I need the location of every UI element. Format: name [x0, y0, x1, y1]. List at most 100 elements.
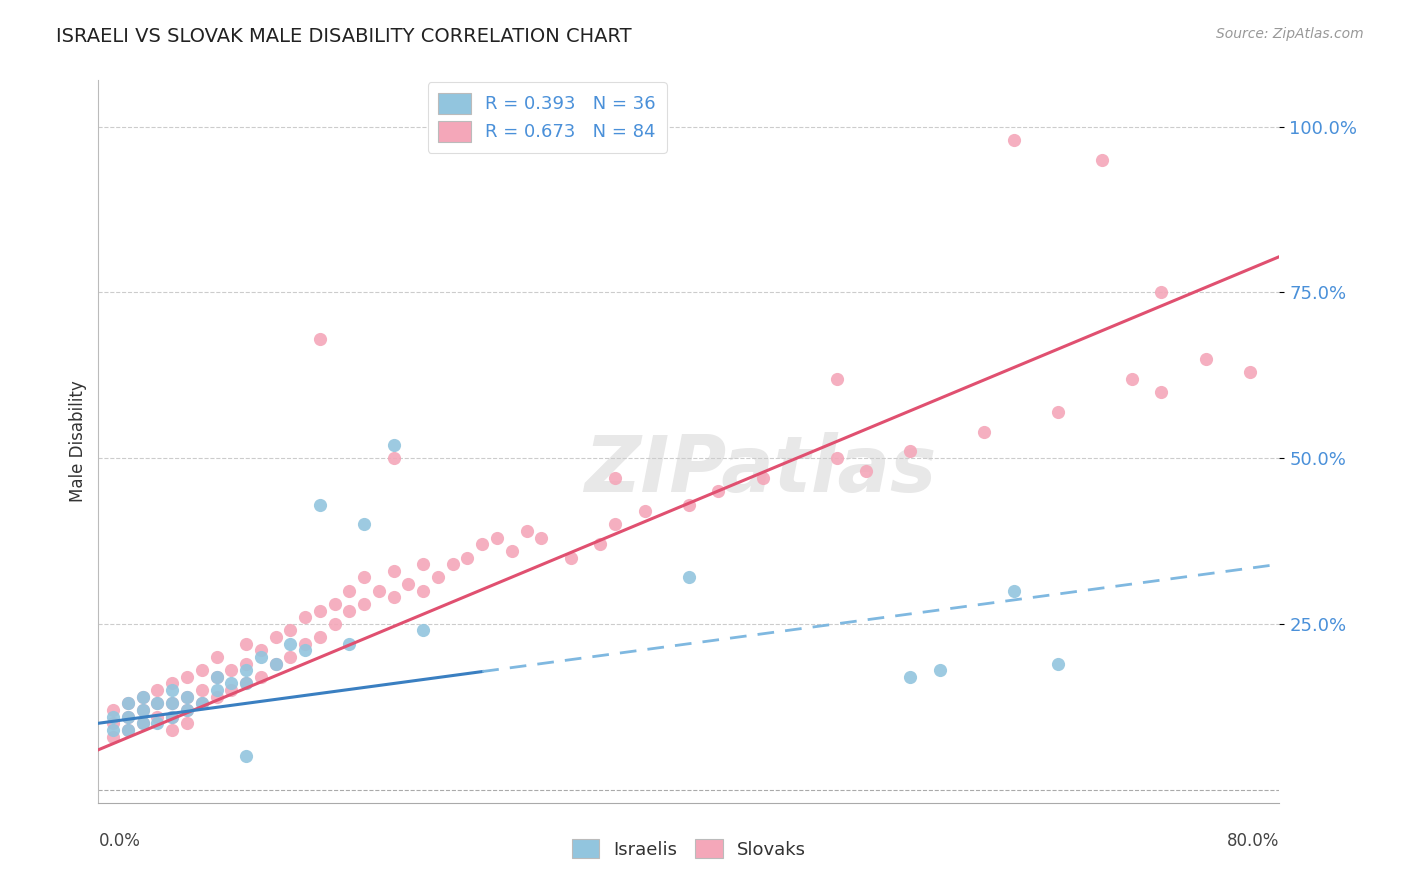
Point	[176, 703, 198, 717]
Point	[412, 624, 434, 638]
Point	[382, 451, 405, 466]
Point	[117, 709, 139, 723]
Point	[250, 643, 273, 657]
Point	[146, 683, 169, 698]
Point	[1150, 285, 1173, 300]
Point	[103, 723, 125, 737]
Text: ISRAELI VS SLOVAK MALE DISABILITY CORRELATION CHART: ISRAELI VS SLOVAK MALE DISABILITY CORREL…	[56, 27, 631, 45]
Point	[294, 610, 316, 624]
Point	[264, 657, 287, 671]
Point	[323, 616, 346, 631]
Point	[221, 683, 243, 698]
Point	[132, 703, 155, 717]
Point	[221, 676, 243, 690]
Point	[162, 697, 183, 711]
Point	[634, 504, 657, 518]
Point	[162, 683, 183, 698]
Point	[323, 597, 346, 611]
Point	[353, 517, 375, 532]
Point	[412, 583, 434, 598]
Point	[382, 438, 405, 452]
Point	[235, 637, 257, 651]
Point	[191, 697, 214, 711]
Legend: Israelis, Slovaks: Israelis, Slovaks	[565, 832, 813, 866]
Point	[825, 451, 848, 466]
Point	[132, 703, 155, 717]
Point	[294, 637, 316, 651]
Point	[560, 550, 582, 565]
Point	[250, 650, 273, 665]
Point	[707, 484, 730, 499]
Point	[235, 676, 257, 690]
Point	[176, 703, 198, 717]
Point	[678, 570, 700, 584]
Text: ZIPatlas: ZIPatlas	[583, 433, 936, 508]
Point	[176, 690, 198, 704]
Text: 80.0%: 80.0%	[1227, 832, 1279, 850]
Point	[162, 709, 183, 723]
Point	[162, 697, 183, 711]
Point	[339, 583, 361, 598]
Point	[398, 577, 420, 591]
Text: 0.0%: 0.0%	[98, 832, 141, 850]
Point	[486, 531, 509, 545]
Point	[427, 570, 450, 584]
Point	[1002, 133, 1025, 147]
Point	[191, 683, 214, 698]
Point	[605, 471, 627, 485]
Point	[368, 583, 391, 598]
Point	[441, 557, 464, 571]
Point	[205, 670, 228, 684]
Point	[929, 663, 952, 677]
Point	[250, 670, 273, 684]
Point	[162, 723, 183, 737]
Point	[1150, 384, 1173, 399]
Point	[605, 517, 627, 532]
Point	[280, 650, 302, 665]
Point	[103, 703, 125, 717]
Point	[205, 683, 228, 698]
Point	[678, 498, 700, 512]
Point	[117, 709, 139, 723]
Point	[457, 550, 479, 565]
Point	[146, 697, 169, 711]
Point	[191, 663, 214, 677]
Point	[176, 716, 198, 731]
Point	[103, 709, 125, 723]
Point	[235, 676, 257, 690]
Point	[132, 690, 155, 704]
Point	[146, 697, 169, 711]
Point	[752, 471, 775, 485]
Point	[146, 709, 169, 723]
Point	[900, 444, 922, 458]
Point	[264, 630, 287, 644]
Point	[132, 716, 155, 731]
Point	[280, 624, 302, 638]
Point	[117, 697, 139, 711]
Point	[471, 537, 494, 551]
Point	[339, 603, 361, 617]
Point	[117, 723, 139, 737]
Point	[205, 650, 228, 665]
Point	[1195, 351, 1218, 366]
Text: Source: ZipAtlas.com: Source: ZipAtlas.com	[1216, 27, 1364, 41]
Point	[221, 663, 243, 677]
Point	[530, 531, 553, 545]
Point	[103, 716, 125, 731]
Point	[162, 709, 183, 723]
Point	[825, 371, 848, 385]
Point	[353, 597, 375, 611]
Point	[1121, 371, 1143, 385]
Point	[103, 730, 125, 744]
Point	[132, 716, 155, 731]
Y-axis label: Male Disability: Male Disability	[69, 381, 87, 502]
Point	[309, 332, 332, 346]
Point	[900, 670, 922, 684]
Point	[1091, 153, 1114, 167]
Point	[309, 498, 332, 512]
Point	[339, 637, 361, 651]
Point	[117, 723, 139, 737]
Point	[205, 690, 228, 704]
Point	[176, 670, 198, 684]
Point	[235, 749, 257, 764]
